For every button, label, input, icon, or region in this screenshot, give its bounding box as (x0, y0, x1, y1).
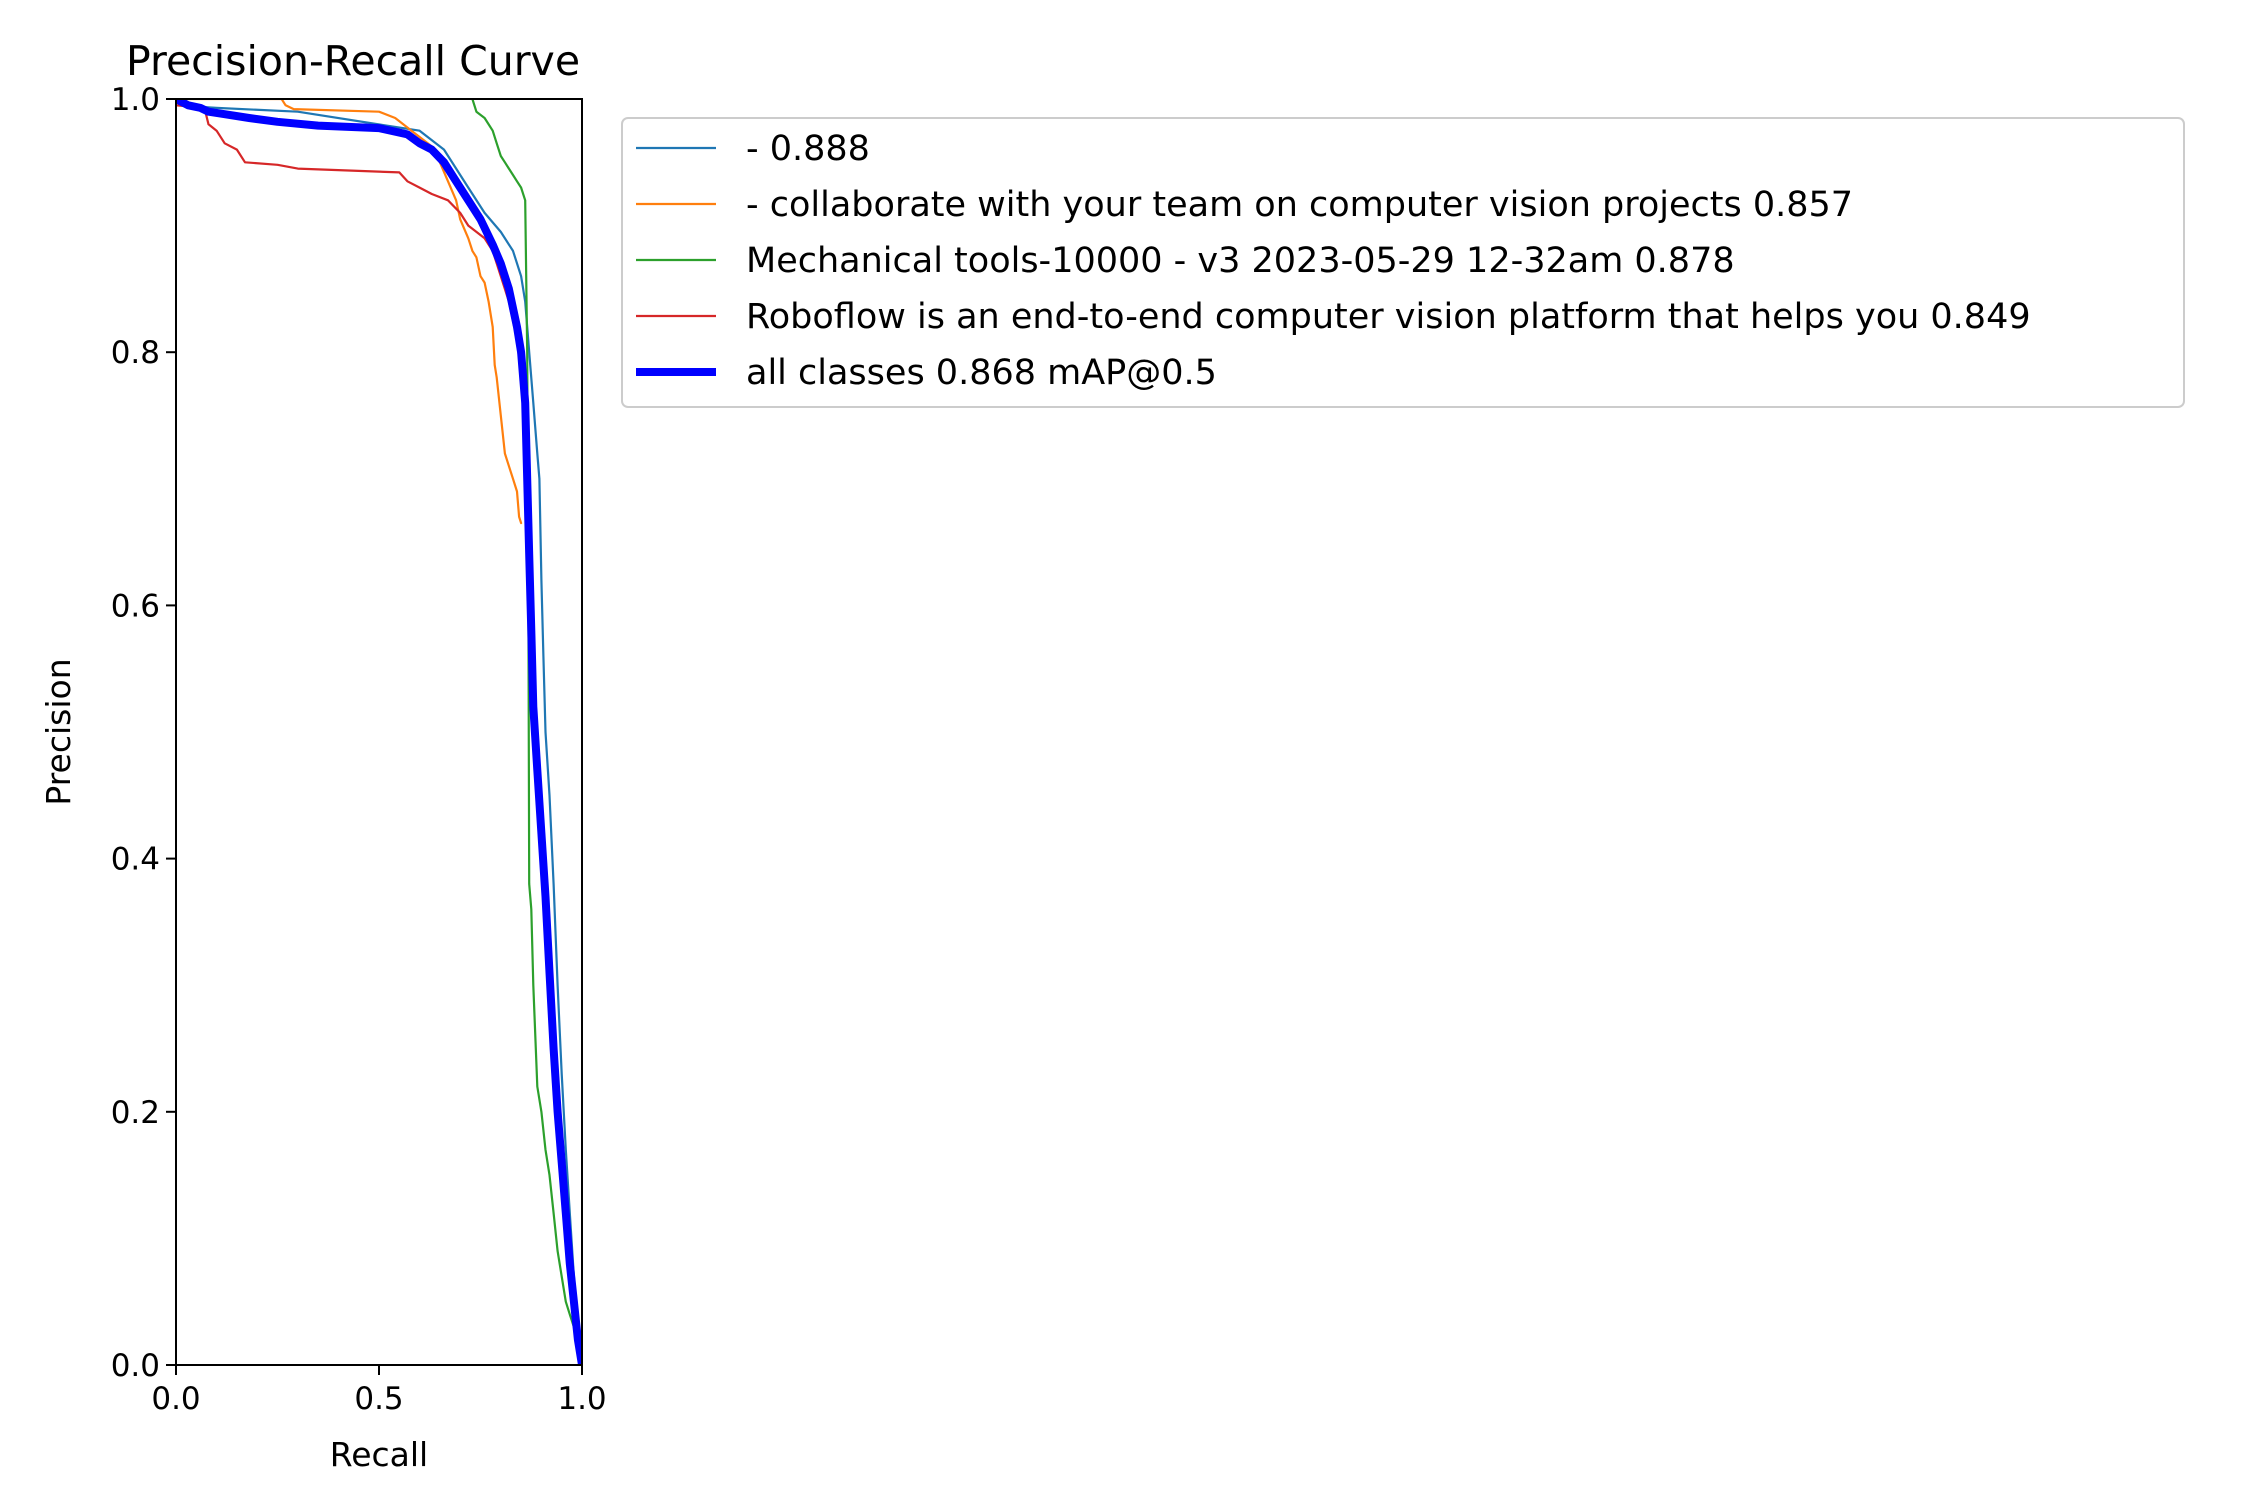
legend: - 0.888 - collaborate with your team on c… (621, 117, 2185, 408)
y-axis-ticks: 0.0 0.2 0.4 0.6 0.8 1.0 (111, 82, 176, 1384)
y-tick-label: 0.6 (111, 588, 160, 624)
x-axis-ticks: 0.0 0.5 1.0 (151, 1365, 607, 1417)
series-group (176, 99, 582, 1365)
legend-label-4: all classes 0.868 mAP@0.5 (746, 353, 1217, 393)
legend-frame (621, 117, 2185, 408)
series-line-4 (176, 99, 582, 1365)
chart-title: Precision-Recall Curve (126, 37, 580, 85)
x-tick-label: 0.5 (354, 1381, 403, 1417)
y-tick-label: 1.0 (111, 82, 160, 118)
legend-label-0: - 0.888 (746, 129, 870, 169)
series-line-1 (176, 99, 523, 525)
y-axis-label: Precision (39, 658, 78, 805)
x-axis-label: Recall (330, 1435, 428, 1474)
y-tick-label: 0.8 (111, 335, 160, 371)
legend-label-3: Roboflow is an end-to-end computer visio… (746, 297, 2031, 337)
y-tick-label: 0.0 (111, 1348, 160, 1384)
x-tick-label: 1.0 (557, 1381, 606, 1417)
series-line-2 (471, 99, 582, 1365)
legend-label-2: Mechanical tools-10000 - v3 2023-05-29 1… (746, 241, 1735, 281)
y-tick-label: 0.4 (111, 842, 160, 878)
y-tick-label: 0.2 (111, 1095, 160, 1131)
x-tick-label: 0.0 (151, 1381, 200, 1417)
legend-label-1: - collaborate with your team on computer… (746, 185, 1853, 225)
